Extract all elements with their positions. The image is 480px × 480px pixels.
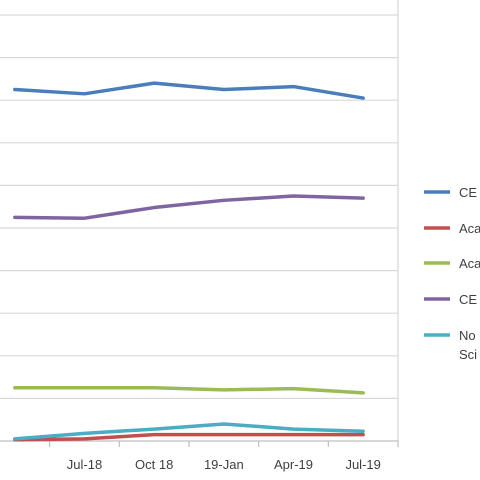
x-tick-label: Jul-19 [345,457,380,472]
series-line-3 [13,386,365,395]
x-tick-label: Jul-18 [67,457,102,472]
series-line-5 [13,422,365,441]
legend-label-2: Aca [459,221,480,236]
series-line-4 [13,194,365,220]
legend-label-1: CE [459,185,477,200]
x-tick-label: Oct 18 [135,457,173,472]
series-line-2 [13,432,365,442]
gridlines [0,14,398,399]
x-tick-label: Apr-19 [274,457,313,472]
legend-label-3: Aca [459,256,480,271]
legend-label-5: No [459,328,476,343]
legend: CE Aca Aca CE No Sci [424,185,480,362]
legend-label-5-line2: Sci [459,347,477,362]
series-lines [13,81,365,442]
series-line-1 [13,81,365,100]
x-tick-label: 19-Jan [204,457,244,472]
x-axis: Jul-18 Oct 18 19-Jan Apr-19 Jul-19 [0,440,399,472]
legend-label-4: CE [459,292,477,307]
